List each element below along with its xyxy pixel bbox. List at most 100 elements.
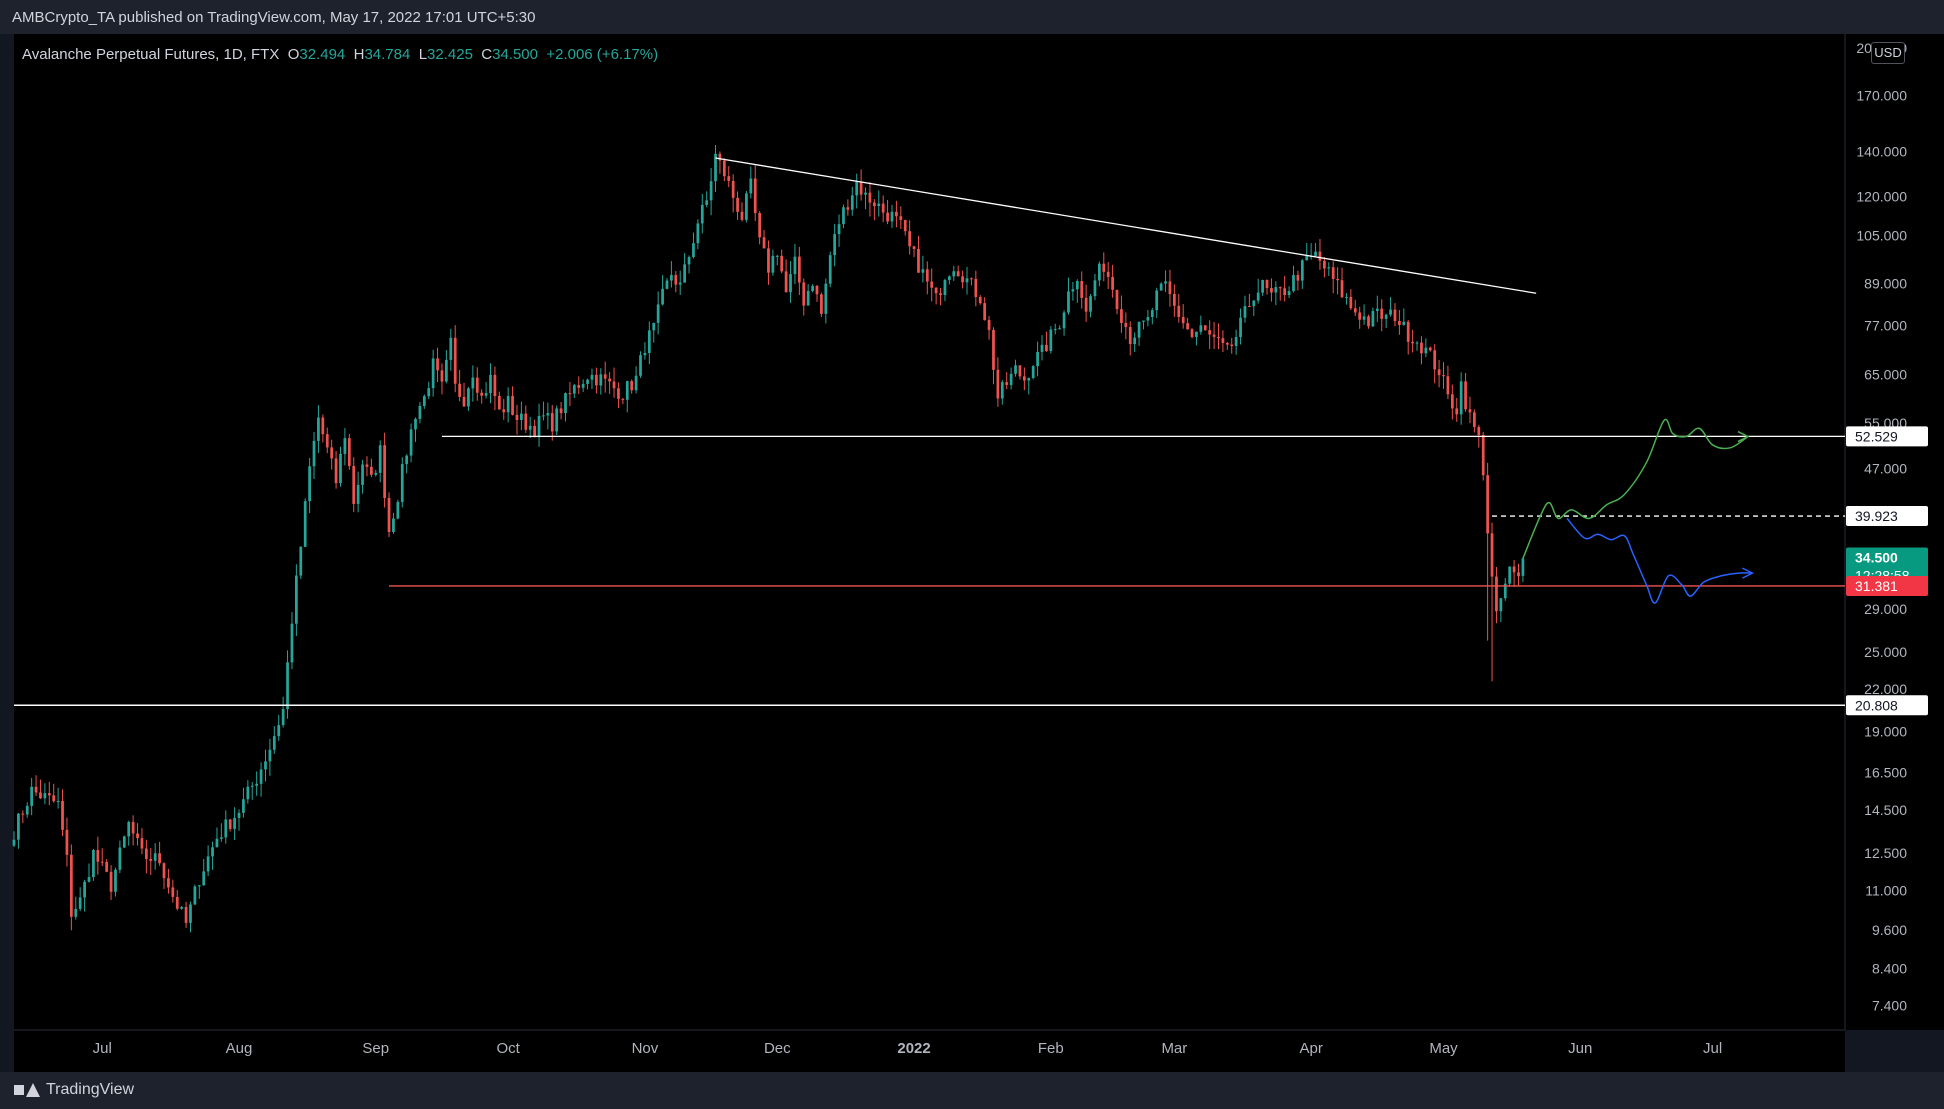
candle-body: [1243, 306, 1247, 318]
candle-body: [206, 856, 210, 872]
y-tick-label: 65.000: [1864, 367, 1907, 383]
candle-body: [1252, 300, 1256, 307]
candle-body: [480, 392, 484, 396]
candle-body: [1450, 394, 1454, 409]
bearish-projection-arrow: [1742, 567, 1755, 579]
candle-body: [74, 908, 78, 917]
candle-body: [1217, 336, 1220, 339]
candle-body: [233, 817, 236, 829]
candle-body: [30, 786, 34, 806]
candle-body: [109, 871, 113, 892]
candle-body: [409, 429, 413, 456]
candle-body: [1287, 291, 1291, 296]
candle-body: [202, 871, 206, 886]
candle-body: [1512, 566, 1516, 573]
candle-body: [1398, 320, 1401, 326]
candle-body: [87, 877, 91, 882]
candle-body: [643, 352, 647, 356]
candle-body: [1256, 292, 1260, 301]
candle-body: [39, 792, 42, 799]
candle-body: [678, 282, 682, 285]
candle-body: [709, 181, 713, 201]
candle-body: [939, 293, 942, 296]
candle-body: [533, 425, 536, 438]
candle-body: [877, 203, 881, 207]
candle-body: [1300, 260, 1304, 281]
y-tick-label: 89.000: [1864, 275, 1907, 291]
candle-body: [550, 413, 554, 432]
candle-body: [467, 388, 470, 407]
candle-body: [1173, 293, 1176, 306]
candle-body: [127, 822, 131, 837]
candle-body: [347, 438, 351, 467]
candle-body: [167, 878, 170, 888]
x-tick-label: Aug: [226, 1040, 253, 1057]
candle-body: [758, 213, 762, 238]
tradingview-brand[interactable]: TradingView: [14, 1081, 134, 1099]
candle-body: [903, 219, 907, 232]
candle-body: [1349, 296, 1353, 309]
candle-body: [149, 858, 153, 861]
candles-group: [12, 144, 1525, 933]
candle-body: [745, 193, 748, 220]
candle-body: [268, 749, 272, 762]
candle-body: [1437, 369, 1441, 376]
candle-body: [1367, 316, 1370, 327]
currency-button[interactable]: USD: [1871, 42, 1905, 64]
candle-body: [767, 248, 770, 273]
candle-body: [1362, 316, 1366, 320]
candle-body: [34, 786, 38, 793]
candle-body: [352, 466, 356, 504]
candle-body: [965, 278, 969, 283]
candle-body: [722, 160, 726, 177]
candle-body: [1208, 330, 1212, 335]
candle-body: [1049, 329, 1053, 352]
candle-body: [1508, 566, 1512, 584]
candle-body: [974, 278, 978, 298]
candle-body: [987, 320, 991, 330]
candle-body: [330, 447, 334, 459]
candle-body: [687, 257, 691, 265]
x-tick-label: Apr: [1299, 1040, 1322, 1057]
candle-body: [639, 355, 642, 376]
candle-body: [431, 358, 435, 389]
candle-body: [1270, 287, 1273, 293]
y-tick-label: 11.000: [1865, 882, 1907, 898]
candle-body: [718, 153, 722, 161]
candle-body: [484, 393, 488, 396]
candle-body: [286, 662, 289, 710]
candle-body: [489, 374, 492, 394]
candle-body: [65, 829, 69, 855]
candle-body: [497, 396, 501, 410]
candle-body: [180, 906, 184, 909]
candle-body: [1005, 382, 1009, 385]
candle-body: [325, 434, 329, 448]
y-tick-label: 8.400: [1872, 961, 1907, 977]
candle-body: [405, 455, 409, 465]
candle-body: [1186, 323, 1189, 330]
candle-body: [771, 255, 775, 273]
candle-body: [736, 197, 739, 212]
candle-body: [925, 269, 929, 282]
time-axis: [14, 1030, 1845, 1072]
candle-body: [912, 246, 916, 249]
candle-body: [1018, 365, 1022, 377]
y-tick-label: 77.000: [1864, 317, 1907, 333]
candle-body: [656, 304, 660, 323]
candle-body: [749, 178, 753, 194]
candle-body: [881, 203, 885, 213]
candle-body: [1009, 373, 1013, 385]
candle-body: [872, 202, 876, 207]
candle-body: [1071, 289, 1075, 292]
candle-body: [1473, 412, 1476, 427]
candle-body: [1433, 350, 1437, 370]
candle-body: [255, 783, 259, 786]
candle-body: [908, 231, 912, 247]
candle-body: [1093, 280, 1097, 297]
candle-body: [811, 285, 814, 291]
candle-body: [1499, 598, 1503, 612]
candle-body: [140, 838, 144, 849]
candle-body: [828, 255, 832, 284]
candle-body: [219, 837, 223, 839]
